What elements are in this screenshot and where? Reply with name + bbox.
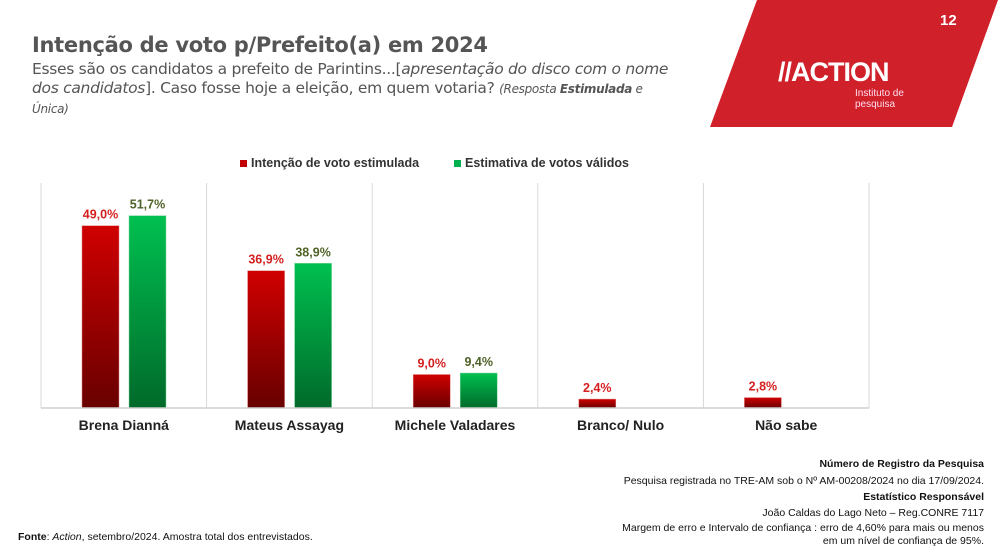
source-note: Fonte: Action, setembro/2024. Amostra to…: [18, 531, 313, 543]
legend-item-intencao: Intenção de voto estimulada: [240, 156, 419, 170]
statistician-text: João Caldas do Lago Neto – Reg.CONRE 711…: [762, 507, 984, 519]
data-label: 38,9%: [295, 245, 330, 259]
margin-text-2: em um nível de confiança de 95%.: [822, 535, 984, 547]
data-label: 2,4%: [583, 381, 612, 395]
page-subtitle: Esses são os candidatos a prefeito de Pa…: [32, 60, 669, 116]
data-label: 9,4%: [464, 355, 493, 369]
bar-intention: [247, 270, 285, 409]
category-label: Não sabe: [755, 417, 817, 433]
data-label: 49,0%: [83, 208, 118, 222]
page-number: 12: [940, 12, 957, 29]
bar-valid-votes: [128, 215, 167, 409]
legend-item-validos: Estimativa de votos válidos: [454, 156, 629, 170]
category-label: Brena Dianná: [79, 417, 169, 433]
registration-title: Número de Registro da Pesquisa: [819, 458, 984, 470]
data-label: 2,8%: [749, 380, 778, 394]
bar-intention: [578, 398, 617, 409]
margin-text-1: Margem de erro e Intervalo de confiança …: [622, 522, 984, 534]
bar-chart: Brena Dianná 49,0% 51,7% Mateus Assayag 36,9…: [40, 183, 870, 433]
logo-subtitle: Instituto de pesquisa: [855, 88, 904, 110]
brand-banner: [710, 0, 998, 127]
data-label: 9,0%: [417, 357, 446, 371]
category-label: Branco/ Nulo: [577, 417, 664, 433]
legend-swatch: [240, 159, 247, 167]
legend-swatch: [454, 159, 461, 167]
category-label: Michele Valadares: [395, 417, 516, 433]
data-label: 51,7%: [130, 198, 165, 212]
bar-valid-votes: [459, 372, 498, 409]
action-logo: //ACTION: [778, 57, 889, 87]
category-label: Mateus Assayag: [235, 417, 344, 433]
page-title: Intenção de voto p/Prefeito(a) em 2024: [32, 33, 488, 57]
bar-valid-votes: [294, 263, 332, 409]
registration-text: Pesquisa registrada no TRE-AM sob o Nº A…: [623, 475, 984, 487]
bar-intention: [744, 397, 782, 409]
statistician-title: Estatístico Responsável: [863, 491, 984, 503]
bar-intention: [412, 374, 451, 409]
bar-intention: [81, 225, 120, 409]
data-label: 36,9%: [248, 253, 283, 267]
